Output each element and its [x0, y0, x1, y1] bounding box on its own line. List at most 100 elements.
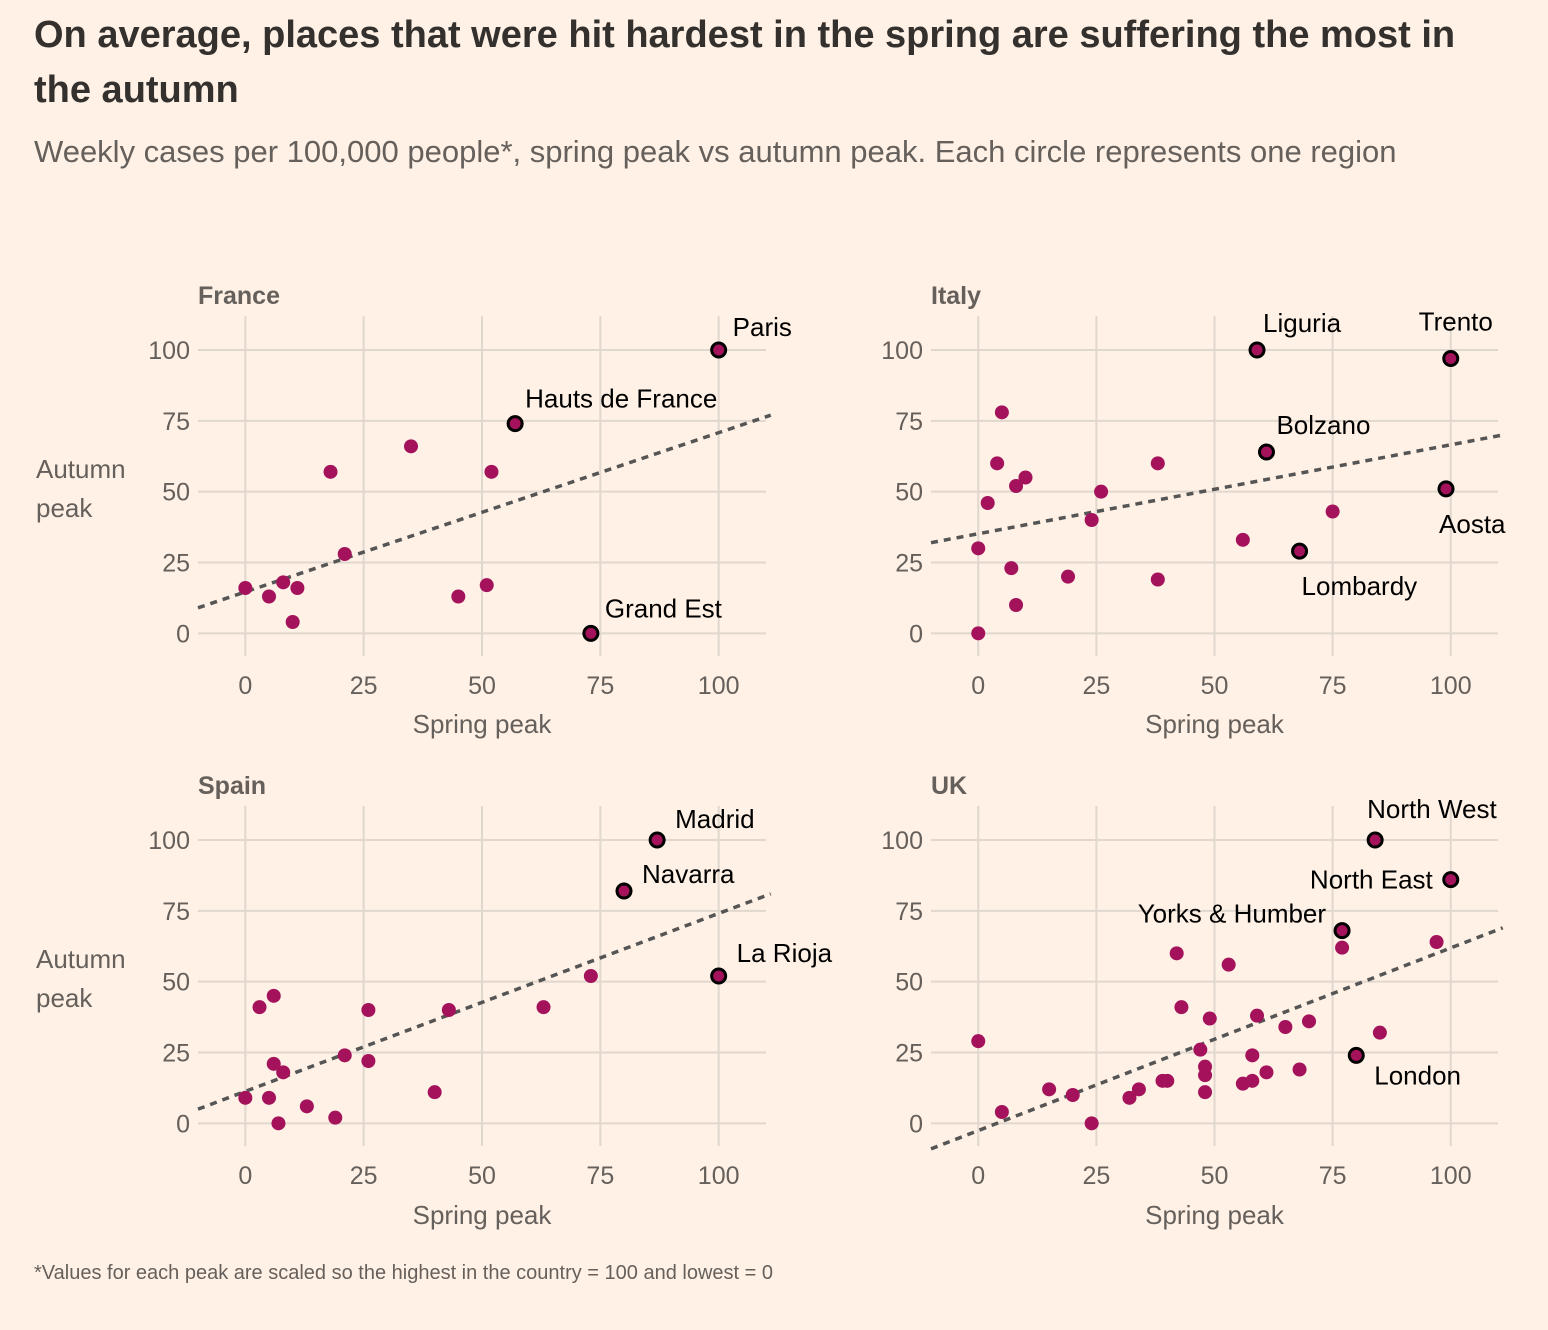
- italy-region-point: [1009, 598, 1024, 612]
- france-y-axis-label: peak: [36, 493, 93, 523]
- spain-highlight-point-navarra: [615, 882, 633, 900]
- italy-highlight-point-liguria: [1248, 341, 1266, 359]
- uk-region-point: [1160, 1073, 1175, 1088]
- uk-region-point: [1131, 1082, 1146, 1097]
- france-x-tick-label: 50: [468, 672, 496, 700]
- spain-callout-madrid: Madrid: [675, 804, 754, 834]
- france-region-point: [484, 464, 499, 479]
- spain-y-tick-label: 50: [162, 969, 190, 997]
- italy-region-point: [990, 456, 1005, 471]
- italy-x-tick-label: 0: [971, 672, 985, 700]
- spain-region-point: [252, 1000, 267, 1015]
- uk-region-point: [1259, 1065, 1274, 1080]
- italy-y-tick-label: 0: [909, 620, 923, 648]
- italy-callout-bolzano: Bolzano: [1276, 410, 1370, 440]
- uk-region-point: [1278, 1020, 1293, 1034]
- spain-region-point: [262, 1090, 276, 1105]
- italy-panel-title: Italy: [931, 282, 981, 310]
- uk-panel-title: UK: [931, 772, 967, 800]
- spain-x-tick-label: 0: [238, 1162, 252, 1190]
- france-region-point: [285, 615, 300, 629]
- uk-region-point: [1372, 1025, 1387, 1040]
- italy-callout-liguria: Liguria: [1263, 308, 1342, 338]
- italy-x-tick-label: 100: [1430, 672, 1472, 700]
- italy-trend-line: [930, 433, 1504, 545]
- france-region-point: [262, 589, 276, 604]
- spain-highlight-point-la-rioja: [710, 967, 728, 985]
- uk-region-point: [1084, 1116, 1099, 1131]
- uk-region-point: [1193, 1042, 1208, 1057]
- uk-y-tick-label: 0: [909, 1110, 923, 1138]
- italy-region-point: [971, 626, 986, 641]
- uk-x-tick-label: 0: [971, 1162, 985, 1190]
- italy-region-point: [1325, 504, 1340, 519]
- uk-trend-line: [930, 926, 1504, 1151]
- italy-highlight-point-lombardy: [1291, 542, 1309, 560]
- uk-region-point: [1245, 1073, 1260, 1088]
- spain-callout-la-rioja: La Rioja: [737, 938, 833, 968]
- uk-x-axis-label: Spring peak: [1145, 1200, 1285, 1230]
- italy-y-tick-label: 75: [895, 408, 923, 436]
- uk-highlight-point-north-west: [1366, 831, 1384, 849]
- uk-x-tick-label: 25: [1082, 1162, 1110, 1190]
- italy-region-point: [1235, 532, 1250, 547]
- chart-title: On average, places that were hit hardest…: [34, 14, 1456, 111]
- spain-x-tick-label: 100: [698, 1162, 740, 1190]
- france-region-point: [290, 581, 305, 595]
- spain-panel-title: Spain: [198, 772, 266, 800]
- france-region-point: [404, 439, 418, 454]
- uk-region-point: [1169, 946, 1184, 961]
- france-x-axis-label: Spring peak: [413, 709, 553, 739]
- spain-region-point: [536, 1000, 551, 1015]
- italy-highlight-point-trento: [1442, 350, 1460, 367]
- italy-callout-aosta: Aosta: [1439, 509, 1506, 539]
- uk-region-point: [1250, 1008, 1265, 1023]
- spain-y-tick-label: 100: [148, 827, 190, 855]
- spain-region-point: [271, 1116, 286, 1131]
- italy-region-point: [1018, 470, 1033, 485]
- spain-highlight-point-madrid: [648, 831, 666, 849]
- italy-region-point: [1061, 569, 1076, 584]
- uk-region-point: [1302, 1014, 1316, 1029]
- uk-x-tick-label: 75: [1319, 1162, 1347, 1190]
- uk-x-tick-label: 50: [1201, 1162, 1229, 1190]
- spain-trend-line: [197, 892, 772, 1111]
- spain-x-tick-label: 25: [350, 1162, 378, 1190]
- france-highlight-point-grand-est: [582, 624, 600, 642]
- spain-y-tick-label: 75: [162, 898, 190, 926]
- uk-y-tick-label: 75: [895, 898, 923, 926]
- france-region-point: [451, 589, 466, 604]
- italy-region-point: [1084, 513, 1099, 527]
- spain-x-tick-label: 50: [468, 1162, 496, 1190]
- france-region-point: [323, 464, 338, 479]
- italy-x-axis-label: Spring peak: [1145, 709, 1285, 739]
- france-highlight-point-paris: [710, 341, 728, 359]
- france-highlight-point-hauts-de-france: [506, 415, 524, 433]
- spain-y-axis-label: peak: [36, 983, 93, 1013]
- spain-y-tick-label: 0: [176, 1110, 190, 1138]
- uk-y-tick-label: 50: [895, 969, 923, 997]
- italy-highlight-point-bolzano: [1257, 443, 1275, 461]
- spain-callout-navarra: Navarra: [642, 859, 735, 889]
- italy-region-point: [980, 496, 995, 510]
- uk-region-point: [1174, 1000, 1189, 1015]
- uk-region-point: [1202, 1011, 1217, 1026]
- spain-x-axis-label: Spring peak: [413, 1200, 553, 1230]
- uk-highlight-point-north-east: [1442, 871, 1460, 889]
- italy-region-point: [1150, 456, 1165, 471]
- france-x-tick-label: 75: [586, 672, 614, 700]
- italy-region-point: [1150, 572, 1165, 587]
- footnote: *Values for each peak are scaled so the …: [34, 1262, 773, 1284]
- spain-region-point: [337, 1048, 352, 1063]
- italy-callout-trento: Trento: [1419, 307, 1493, 337]
- uk-region-point: [1245, 1048, 1260, 1063]
- france-callout-hauts-de-france: Hauts de France: [525, 384, 717, 414]
- italy-y-tick-label: 100: [881, 337, 923, 365]
- spain-region-point: [361, 1003, 376, 1017]
- italy-highlight-point-aosta: [1437, 480, 1455, 498]
- france-region-point: [238, 581, 253, 595]
- uk-region-point: [1198, 1085, 1213, 1100]
- france-trend-line: [197, 413, 772, 610]
- spain-region-point: [266, 988, 281, 1003]
